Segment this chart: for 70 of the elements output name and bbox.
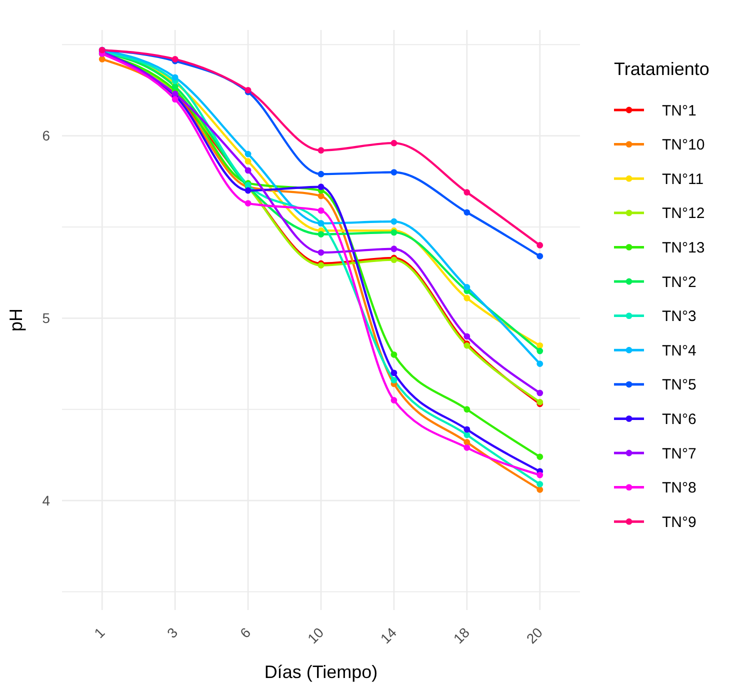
point [536, 480, 544, 488]
legend-label: TN°8 [662, 480, 696, 497]
legend-label: TN°12 [662, 205, 705, 222]
point [536, 348, 544, 354]
point [464, 439, 470, 446]
point [390, 351, 398, 358]
y-tick-label: 4 [42, 492, 50, 508]
point [536, 472, 544, 478]
point [244, 150, 252, 158]
legend-label: TN°4 [662, 342, 696, 360]
x-axis-title: Días (Tiempo) [264, 662, 378, 682]
point [536, 486, 544, 493]
point [244, 200, 252, 206]
point [172, 74, 178, 81]
point [244, 187, 252, 194]
x-tick-label: 3 [164, 624, 181, 642]
legend-label: TN°3 [662, 308, 696, 326]
legend-title: Tratamiento [614, 59, 710, 79]
point [536, 390, 544, 396]
point [536, 252, 544, 260]
point [536, 342, 544, 349]
point [390, 246, 398, 252]
point [98, 56, 106, 62]
point [390, 370, 398, 376]
point [318, 147, 324, 154]
point [390, 169, 398, 176]
point [172, 83, 178, 90]
point [172, 96, 178, 103]
point [318, 231, 324, 238]
legend-label: TN°5 [662, 376, 696, 394]
point [390, 397, 398, 404]
point [464, 426, 470, 433]
x-tick-label: 6 [236, 624, 254, 642]
point [464, 406, 470, 413]
point [318, 192, 324, 200]
legend-label: TN°2 [662, 274, 696, 291]
point [464, 444, 470, 451]
x-tick-label: 18 [450, 624, 473, 647]
legend-label: TN°1 [662, 102, 696, 120]
x-tick-label: 1 [90, 624, 108, 642]
point [244, 167, 252, 174]
y-tick-label: 6 [42, 128, 50, 144]
point [536, 242, 544, 248]
y-tick-label: 5 [42, 310, 50, 326]
legend-label: TN°11 [662, 170, 704, 188]
point [536, 360, 544, 367]
legend-label: TN°10 [662, 136, 705, 154]
point [536, 454, 544, 460]
legend-label: TN°6 [662, 410, 696, 428]
point [464, 284, 470, 290]
legend-label: TN°13 [662, 239, 705, 256]
x-tick-label: 20 [523, 624, 546, 647]
point [318, 184, 324, 190]
point [390, 140, 398, 146]
point [464, 294, 470, 302]
point [390, 376, 398, 384]
point [244, 158, 252, 165]
point [318, 170, 324, 178]
point [464, 333, 470, 340]
point [464, 189, 470, 196]
legend-label: TN°7 [662, 445, 696, 462]
point [318, 249, 324, 256]
point [464, 209, 470, 216]
x-tick-label: 14 [377, 624, 400, 647]
legend-label: TN°9 [662, 514, 696, 531]
y-axis-title: pH [6, 308, 26, 332]
point [318, 207, 324, 214]
point [390, 218, 398, 225]
point [464, 432, 470, 438]
x-tick-label: 10 [304, 624, 327, 647]
